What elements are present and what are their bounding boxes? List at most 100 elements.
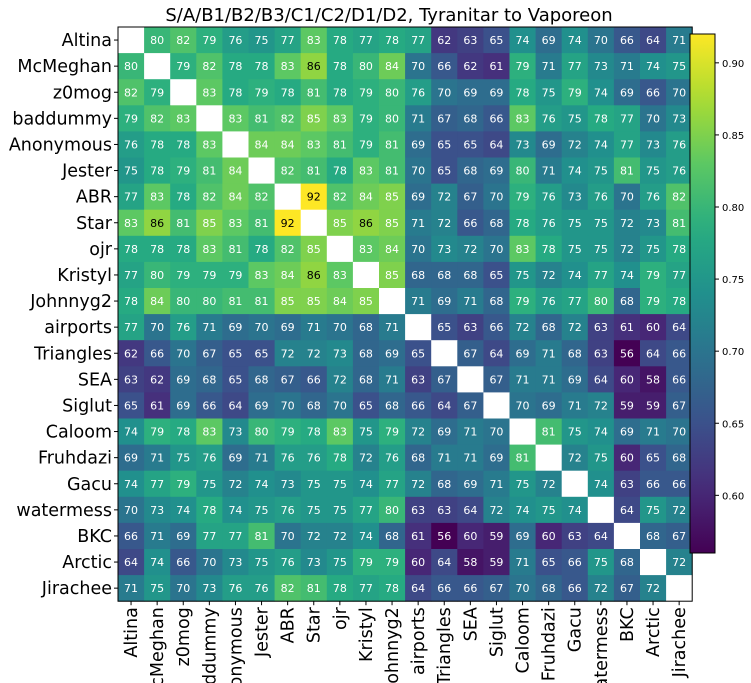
row-label: Siglut xyxy=(62,396,112,416)
heatmap-cell xyxy=(587,288,615,315)
cell-value-label: 77 xyxy=(594,269,608,282)
cell-value-label: 79 xyxy=(646,269,660,282)
cell-value-label: 74 xyxy=(228,504,242,517)
column-label: Caloom xyxy=(514,607,534,673)
cell-value-label: 64 xyxy=(437,556,451,569)
heatmap-cell xyxy=(248,314,275,341)
cell-value-label: 83 xyxy=(333,112,347,125)
heatmap-cell xyxy=(170,314,197,341)
cell-value-label: 71 xyxy=(307,321,321,334)
row-label: Caloom xyxy=(46,423,112,443)
cell-value-label: 83 xyxy=(307,34,321,47)
heatmap-cell xyxy=(561,261,589,289)
cell-value-label: 76 xyxy=(281,504,295,517)
heatmap-cell xyxy=(118,105,145,132)
heatmap-cell xyxy=(640,27,667,54)
cell-value-label: 65 xyxy=(489,269,503,282)
heatmap-cell xyxy=(509,418,536,445)
cell-value-label: 82 xyxy=(202,60,216,73)
heatmap-cell xyxy=(379,392,406,419)
cell-value-label: 66 xyxy=(489,112,503,125)
row-label: Jester xyxy=(61,162,113,182)
cell-value-label: 83 xyxy=(516,243,530,256)
heatmap-cell xyxy=(326,392,354,419)
heatmap-cell xyxy=(326,418,354,445)
cell-value-label: 76 xyxy=(385,452,399,465)
heatmap-cell xyxy=(300,549,328,576)
cell-value-label: 66 xyxy=(672,347,686,360)
heatmap-cell xyxy=(379,105,406,132)
cell-value-label: 73 xyxy=(307,556,321,569)
heatmap-cell xyxy=(196,27,223,54)
cell-value-label: 66 xyxy=(463,217,477,230)
cell-value-label: 64 xyxy=(411,582,425,595)
cell-value-label: 78 xyxy=(516,217,530,230)
cell-value-label: 64 xyxy=(489,138,503,151)
cell-value-label: 68 xyxy=(437,478,451,491)
cell-value-label: 65 xyxy=(437,165,451,178)
cell-value-label: 65 xyxy=(359,399,373,412)
cell-value-label: 64 xyxy=(463,504,477,517)
heatmap-cell xyxy=(509,314,536,341)
cell-value-label: 69 xyxy=(176,530,190,543)
cell-value-label: 78 xyxy=(672,243,686,256)
heatmap-cell xyxy=(144,183,171,211)
cell-value-label: 83 xyxy=(202,86,216,99)
cell-value-label: 78 xyxy=(385,34,399,47)
cell-value-label: 66 xyxy=(124,530,138,543)
heatmap-cell xyxy=(170,261,197,289)
heatmap-cell xyxy=(509,261,536,289)
heatmap-cell xyxy=(666,314,693,341)
heatmap-cell xyxy=(326,157,354,184)
cell-value-label: 70 xyxy=(489,243,503,256)
heatmap-cell xyxy=(405,522,432,550)
heatmap-cell xyxy=(587,392,615,419)
cell-value-label: 61 xyxy=(150,399,164,412)
cell-value-label: 69 xyxy=(255,399,269,412)
row-label: Johnnyg2 xyxy=(29,292,112,312)
cell-value-label: 72 xyxy=(542,269,556,282)
cell-value-label: 68 xyxy=(359,373,373,386)
cell-value-label: 71 xyxy=(620,60,634,73)
heatmap-cell xyxy=(431,549,458,576)
cell-value-label: 75 xyxy=(594,556,608,569)
heatmap-cell xyxy=(196,575,223,602)
cell-value-label: 85 xyxy=(333,217,347,230)
heatmap-cell xyxy=(248,575,275,602)
heatmap-cell xyxy=(300,235,328,263)
cell-value-label: 68 xyxy=(385,399,399,412)
cell-value-label: 66 xyxy=(620,34,634,47)
heatmap-cell xyxy=(640,79,667,106)
row-label: McMeghan xyxy=(17,57,112,77)
cell-value-label: 70 xyxy=(489,191,503,204)
cell-value-label: 68 xyxy=(307,399,321,412)
heatmap-cell xyxy=(144,27,171,54)
cell-value-label: 81 xyxy=(202,165,216,178)
heatmap-cell xyxy=(222,470,249,498)
cell-value-label: 82 xyxy=(176,34,190,47)
cell-value-label: 70 xyxy=(646,112,660,125)
heatmap-cell xyxy=(457,183,484,211)
heatmap-cell xyxy=(144,261,171,289)
cell-value-label: 82 xyxy=(281,165,295,178)
heatmap-cell xyxy=(379,470,406,498)
heatmap-cell xyxy=(613,183,641,211)
cell-value-label: 74 xyxy=(124,426,138,439)
cell-value-label: 63 xyxy=(620,478,634,491)
cell-value-label: 74 xyxy=(255,478,269,491)
heatmap-cell xyxy=(561,522,589,550)
heatmap-cell xyxy=(300,418,328,445)
cell-value-label: 70 xyxy=(620,191,634,204)
heatmap-cell xyxy=(274,209,302,237)
heatmap-cell xyxy=(587,183,615,211)
heatmap-cell xyxy=(326,209,354,237)
cell-value-label: 64 xyxy=(646,347,660,360)
heatmap-cell xyxy=(222,288,249,315)
cell-value-label: 66 xyxy=(672,373,686,386)
heatmap-cell xyxy=(405,392,432,419)
cell-value-label: 85 xyxy=(359,295,373,308)
heatmap-cell xyxy=(196,53,223,80)
cell-value-label: 73 xyxy=(646,138,660,151)
heatmap-cell xyxy=(196,261,223,289)
cell-value-label: 78 xyxy=(124,243,138,256)
